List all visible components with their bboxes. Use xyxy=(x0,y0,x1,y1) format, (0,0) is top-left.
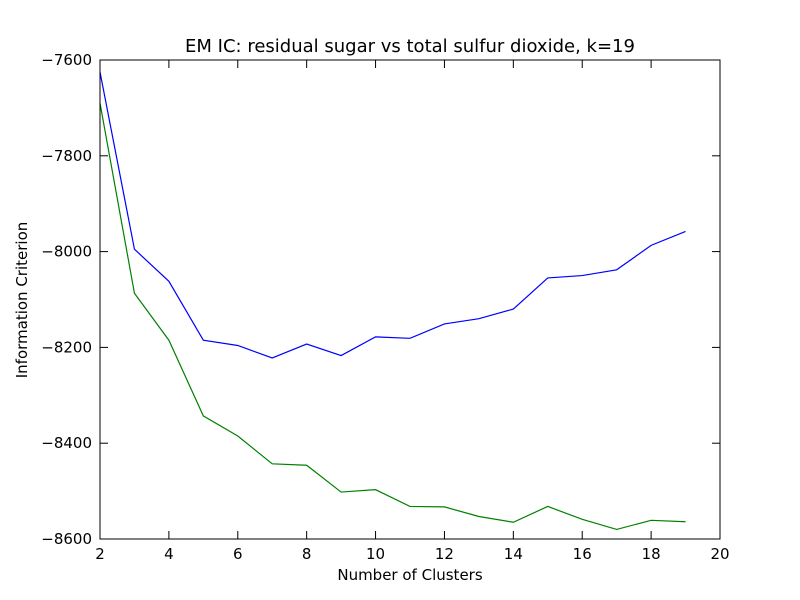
x-tick-label: 8 xyxy=(302,545,312,563)
x-tick-label: 6 xyxy=(233,545,243,563)
tick-labels: 2 4 6 8 10 12 14 16 18 20 −8600 −8400 −8200 −8000 −780… xyxy=(41,51,729,563)
y-tick-label: −7800 xyxy=(41,147,92,165)
y-axis-label: Information Criterion xyxy=(13,222,31,379)
x-axis-label: Number of Clusters xyxy=(337,566,482,584)
plot-lines xyxy=(99,71,686,531)
plot-frame xyxy=(99,59,721,540)
chart-title: EM IC: residual sugar vs total sulfur di… xyxy=(185,36,635,57)
ticks xyxy=(99,59,721,540)
y-tick-label: −8600 xyxy=(41,530,92,548)
y-tick-label: −8400 xyxy=(41,434,92,452)
x-tick-label: 2 xyxy=(95,545,105,563)
series-line-blue xyxy=(99,71,686,359)
x-tick-label: 14 xyxy=(504,545,523,563)
y-tick-label: −8200 xyxy=(41,338,92,356)
x-tick-label: 18 xyxy=(642,545,661,563)
y-tick-label: −7600 xyxy=(41,51,92,69)
x-tick-label: 12 xyxy=(435,545,454,563)
x-tick-label: 20 xyxy=(710,545,729,563)
series-line-green xyxy=(99,103,686,531)
x-tick-label: 16 xyxy=(573,545,592,563)
y-tick-label: −8000 xyxy=(41,243,92,261)
x-tick-label: 10 xyxy=(366,545,385,563)
x-tick-label: 4 xyxy=(164,545,174,563)
